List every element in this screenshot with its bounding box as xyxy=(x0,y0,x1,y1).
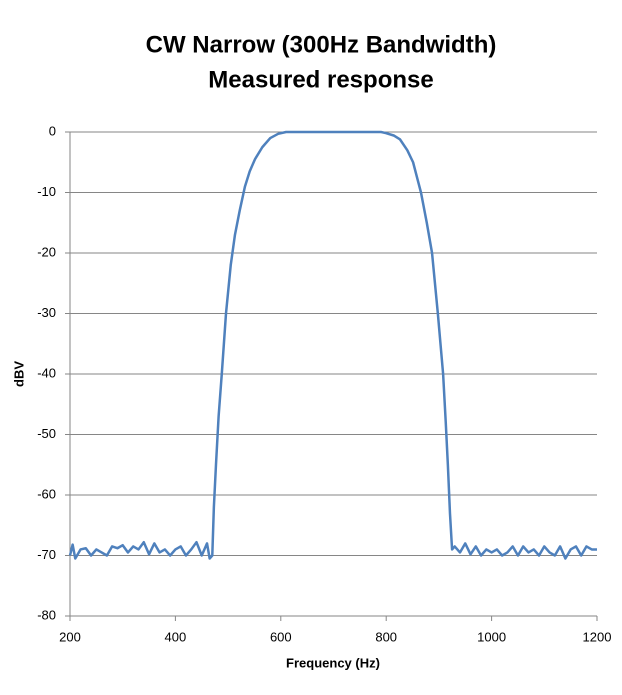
data-line xyxy=(68,130,597,560)
x-axis-label: Frequency (Hz) xyxy=(286,655,380,670)
y-tick-label: -20 xyxy=(37,244,56,259)
y-tick-label: -40 xyxy=(37,365,56,380)
x-tick-label: 400 xyxy=(165,629,187,644)
chart-subtitle: Measured response xyxy=(208,66,433,93)
x-tick-label: 800 xyxy=(375,629,397,644)
x-tick-label: 600 xyxy=(270,629,292,644)
y-tick-label: -10 xyxy=(37,184,56,199)
x-tick-label: 1000 xyxy=(477,629,506,644)
x-tick-label: 1200 xyxy=(583,629,612,644)
y-tick-label: -70 xyxy=(37,547,56,562)
y-tick-label: -50 xyxy=(37,426,56,441)
y-axis-label: dBV xyxy=(11,361,26,387)
y-tick-label: 0 xyxy=(49,123,56,138)
y-tick-label: -30 xyxy=(37,305,56,320)
chart-title: CW Narrow (300Hz Bandwidth) xyxy=(146,31,497,58)
y-tick-label: -80 xyxy=(37,607,56,622)
y-tick-label: -60 xyxy=(37,486,56,501)
x-tick-label: 200 xyxy=(59,629,81,644)
